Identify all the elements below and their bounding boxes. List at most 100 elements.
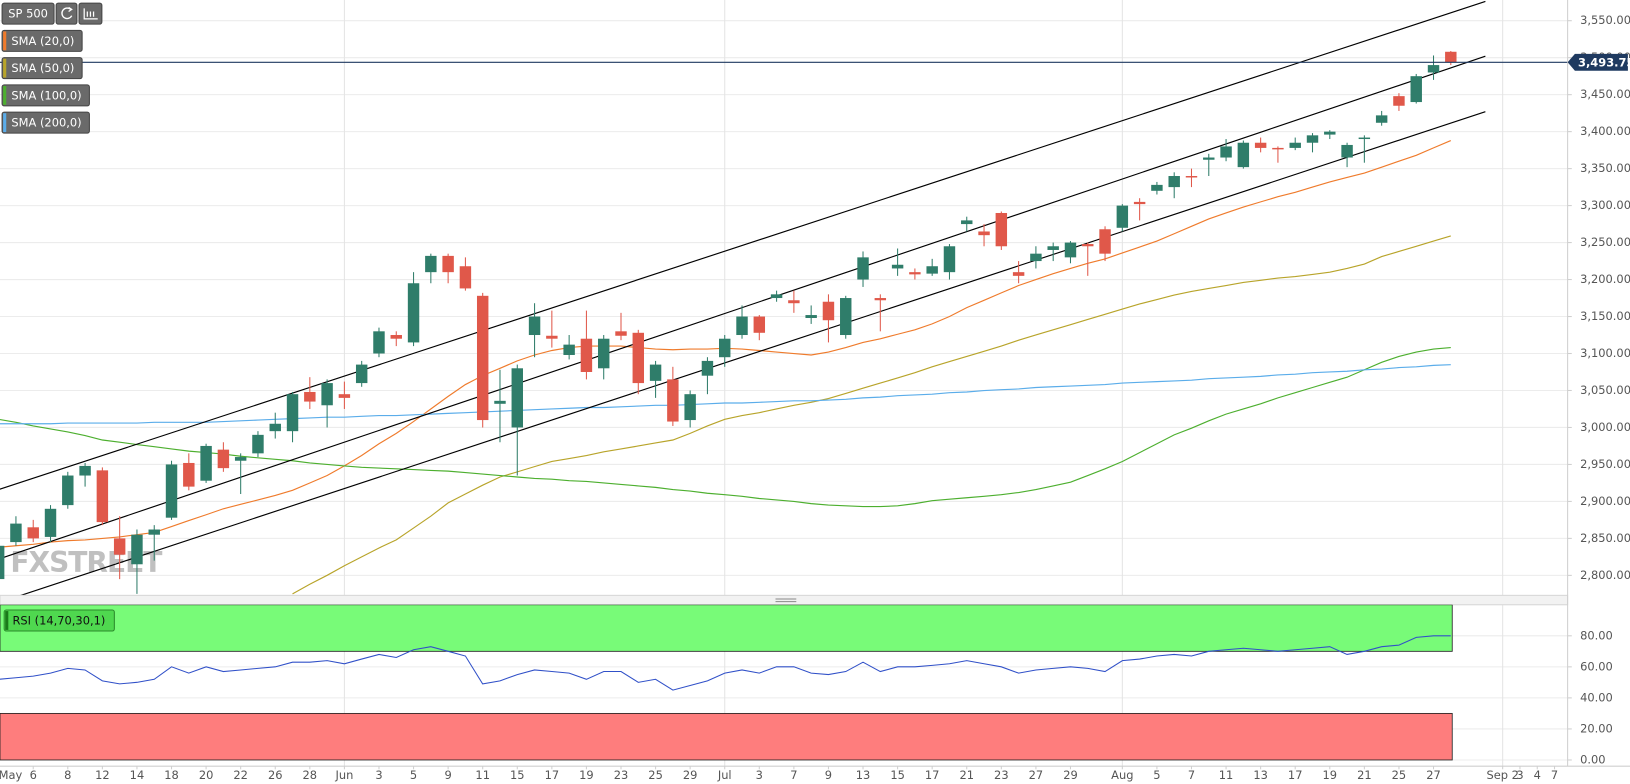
x-tick-label: 27 bbox=[1029, 768, 1044, 782]
candle-body bbox=[1254, 142, 1267, 148]
x-tick-label: 23 bbox=[614, 768, 629, 782]
candle-body bbox=[1324, 131, 1336, 135]
candle-body bbox=[1427, 65, 1440, 73]
indicator-legend[interactable] bbox=[1, 29, 83, 52]
y-tick-label: 3,000.00 bbox=[1580, 420, 1630, 434]
candle-body bbox=[822, 301, 835, 321]
x-tick-label: 5 bbox=[1153, 768, 1160, 782]
candle-body bbox=[234, 457, 247, 461]
candle-body bbox=[165, 464, 178, 518]
y-tick-label: 2,950.00 bbox=[1580, 457, 1630, 471]
candle-body bbox=[476, 295, 489, 421]
x-tick-label: 21 bbox=[1357, 768, 1372, 782]
x-tick-label: 14 bbox=[130, 768, 145, 782]
candle-body bbox=[926, 266, 938, 274]
candle-body bbox=[511, 368, 523, 428]
y-tick-label: 3,200.00 bbox=[1580, 272, 1630, 286]
candle-body bbox=[252, 434, 264, 454]
x-tick-label: 3 bbox=[375, 768, 382, 782]
x-tick-label: 20 bbox=[199, 768, 214, 782]
legend-label: SMA (100,0) bbox=[11, 88, 81, 102]
candle-body bbox=[649, 364, 662, 381]
candle-body bbox=[528, 316, 541, 336]
candle-body bbox=[1358, 137, 1371, 140]
x-tick-label: 12 bbox=[95, 768, 110, 782]
settings-icon bbox=[83, 8, 98, 20]
x-tick-label: 17 bbox=[545, 768, 560, 782]
axes: 2,800.00 2,850.00 2,900.00 2,950.00 3,000.00… bbox=[0, 13, 1630, 782]
x-tick-label: 7 bbox=[790, 768, 797, 782]
x-tick-label: 8 bbox=[64, 768, 71, 782]
x-tick-label: 22 bbox=[233, 768, 248, 782]
candle-body bbox=[1012, 272, 1025, 276]
x-tick-label: 25 bbox=[1392, 768, 1407, 782]
y-tick-label: 2,850.00 bbox=[1580, 531, 1630, 545]
grid bbox=[0, 0, 1568, 767]
x-tick-label: 5 bbox=[410, 768, 417, 782]
legend-label: SMA (50,0) bbox=[11, 61, 74, 75]
x-tick-label: 11 bbox=[475, 768, 490, 782]
y-tick-label: 3,150.00 bbox=[1580, 309, 1630, 323]
y-tick-label: 3,350.00 bbox=[1580, 161, 1630, 175]
candle-body bbox=[684, 394, 696, 421]
x-tick-label: 26 bbox=[268, 768, 283, 782]
indicator-legend[interactable] bbox=[1, 57, 83, 80]
indicator-legend[interactable] bbox=[1, 84, 90, 107]
x-tick-label: 25 bbox=[648, 768, 663, 782]
x-tick-label: 17 bbox=[1288, 768, 1303, 782]
candle-body bbox=[840, 298, 852, 336]
candle-body bbox=[286, 394, 299, 432]
sma-line bbox=[292, 235, 1451, 595]
x-tick-label: 7 bbox=[1188, 768, 1195, 782]
y-tick-label: 3,450.00 bbox=[1580, 87, 1630, 101]
candle-body bbox=[1445, 51, 1457, 63]
x-tick-label: 11 bbox=[1219, 768, 1234, 782]
candle-body bbox=[1341, 144, 1353, 158]
indicator-color bbox=[3, 58, 7, 78]
candle-body bbox=[407, 283, 420, 343]
candle-body bbox=[1047, 246, 1059, 250]
x-tick-label: 29 bbox=[683, 768, 698, 782]
x-tick-label: 18 bbox=[164, 768, 179, 782]
x-tick-label: Aug bbox=[1111, 768, 1133, 782]
x-tick-label: Jul bbox=[717, 768, 732, 782]
x-tick-label: 3 bbox=[1516, 768, 1523, 782]
x-tick-label: 17 bbox=[925, 768, 940, 782]
refresh-icon bbox=[68, 6, 73, 13]
x-tick-label: 15 bbox=[510, 768, 525, 782]
candle-body bbox=[667, 379, 679, 422]
refresh-button[interactable] bbox=[55, 2, 78, 25]
rsi-legend[interactable] bbox=[3, 609, 115, 632]
rsi-y-tick-label: 40.00 bbox=[1580, 690, 1613, 704]
candle-body bbox=[857, 257, 869, 280]
symbol-button[interactable] bbox=[1, 2, 55, 25]
candle-body bbox=[1410, 76, 1422, 103]
candle-body bbox=[597, 338, 610, 369]
panel-separator[interactable] bbox=[0, 594, 1569, 606]
candle-body bbox=[79, 465, 91, 476]
last-price-tag bbox=[1567, 53, 1628, 71]
symbol-label: SP 500 bbox=[8, 7, 48, 21]
sma-line bbox=[0, 364, 1451, 425]
y-tick-label: 3,250.00 bbox=[1580, 235, 1630, 249]
candle-body bbox=[1220, 146, 1232, 158]
candle-body bbox=[1203, 157, 1215, 160]
overbought-zone bbox=[0, 604, 1453, 652]
x-tick-label: 15 bbox=[890, 768, 905, 782]
candle-body bbox=[1099, 229, 1111, 254]
candle-body bbox=[719, 338, 731, 358]
rsi-line bbox=[0, 635, 1451, 691]
indicator-legend[interactable] bbox=[1, 111, 90, 134]
candle-body bbox=[338, 394, 351, 398]
candle-body bbox=[736, 316, 748, 336]
x-tick-label: 9 bbox=[444, 768, 451, 782]
x-tick-label: 27 bbox=[1426, 768, 1441, 782]
rsi-y-tick-label: 20.00 bbox=[1580, 721, 1613, 735]
candle-body bbox=[1393, 96, 1405, 106]
x-tick-label: 7 bbox=[1551, 768, 1558, 782]
candle-body bbox=[44, 508, 57, 537]
candle-body bbox=[615, 331, 627, 336]
